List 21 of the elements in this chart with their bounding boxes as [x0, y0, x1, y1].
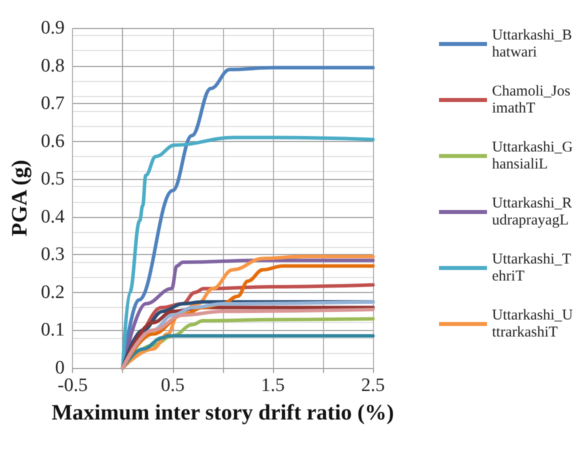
y-tick-label: 0.8 — [40, 55, 65, 76]
line-series — [120, 136, 375, 370]
legend-label: Uttarkashi_Bhatwari — [492, 28, 572, 60]
legend-label: Uttarkashi_GhansialiL — [492, 140, 573, 172]
x-tick-label: 0.5 — [160, 375, 185, 396]
y-tick-label: 0.1 — [40, 320, 65, 341]
legend-label: Uttarkashi_TehriT — [492, 252, 572, 284]
legend-label: Uttarkashi_UttrarkashiT — [492, 308, 573, 340]
y-tick-label: 0.3 — [40, 244, 65, 266]
legend-label: Uttarkashi_RudraprayagL — [492, 196, 572, 228]
x-tick-label: 1.5 — [261, 375, 285, 396]
y-tick-label: 0.5 — [40, 168, 65, 190]
x-tick-label: 2.5 — [361, 375, 385, 396]
y-tick-label: 0.6 — [40, 130, 65, 152]
y-axis-title: PGA (g) — [6, 160, 32, 236]
x-axis-title: Maximum inter story drift ratio (%) — [52, 399, 394, 424]
y-tick-label: 0.4 — [40, 206, 66, 228]
legend-label: Chamoli_JosimathT — [492, 84, 570, 116]
y-tick-label: 0.7 — [40, 93, 65, 114]
y-tick-label: 0.2 — [40, 282, 65, 303]
y-tick-label: 0.9 — [40, 18, 65, 38]
